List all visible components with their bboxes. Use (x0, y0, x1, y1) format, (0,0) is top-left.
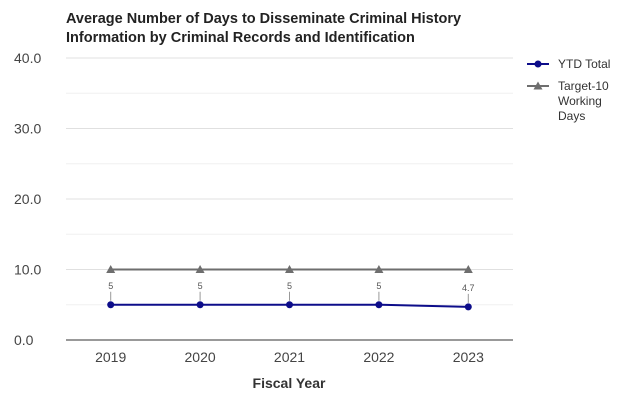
data-point (375, 301, 383, 309)
y-tick-label: 30.0 (14, 121, 41, 137)
data-point (286, 301, 293, 309)
x-tick-label: 2019 (95, 349, 126, 365)
data-label: 4.7 (462, 283, 475, 293)
data-point (463, 265, 473, 273)
data-label: 5 (108, 281, 113, 291)
chart-title-line-2: Information by Criminal Records and Iden… (66, 30, 415, 46)
data-point (195, 265, 205, 273)
legend-label: Working (558, 94, 602, 108)
x-tick-label: 2021 (274, 349, 305, 365)
series-1 (106, 265, 473, 273)
y-tick-label: 40.0 (14, 50, 41, 66)
legend-label: YTD Total (558, 57, 610, 71)
x-axis-title: Fiscal Year (253, 375, 326, 391)
data-point (285, 265, 294, 273)
legend-label: Target-10 (558, 79, 609, 93)
x-tick-label: 2022 (363, 349, 394, 365)
x-axis: 2019 2020 2021 2022 2023 (66, 339, 513, 365)
x-tick-label: 2023 (453, 349, 484, 365)
data-point (107, 301, 115, 309)
y-axis-ticks: 0.0 10.0 20.0 30.0 40.0 (14, 50, 41, 348)
series-0: 5 5 5 5 4.7 (107, 281, 475, 311)
chart-title-line-1: Average Number of Days to Disseminate Cr… (66, 11, 461, 27)
data-point (374, 265, 384, 273)
y-tick-label: 10.0 (14, 262, 41, 278)
data-label: 5 (287, 281, 292, 291)
legend-label: Days (558, 109, 585, 123)
data-label: 5 (198, 281, 203, 291)
data-point (106, 265, 116, 273)
data-point (464, 303, 472, 311)
legend-item-0: YTD Total (527, 57, 610, 71)
legend-marker (534, 60, 542, 68)
y-tick-label: 20.0 (14, 191, 41, 207)
data-label: 5 (376, 281, 381, 291)
series: 5 5 5 5 4.7 (106, 265, 475, 311)
legend-marker (533, 81, 543, 90)
x-tick-label: 2020 (185, 349, 216, 365)
data-point (196, 301, 204, 309)
chart-title: Average Number of Days to Disseminate Cr… (66, 11, 461, 46)
y-tick-label: 0.0 (14, 332, 34, 348)
